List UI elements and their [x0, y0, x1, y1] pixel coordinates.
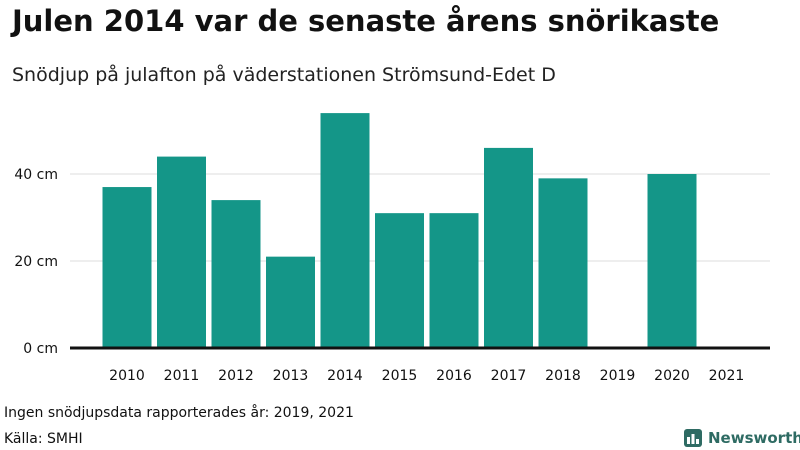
bar [538, 178, 588, 348]
brand-name: Newsworthy [708, 429, 800, 447]
x-tick-label: 2020 [654, 368, 690, 384]
bar [429, 213, 479, 348]
x-tick-label: 2010 [109, 368, 145, 384]
bar [157, 156, 206, 348]
chart-title: Julen 2014 var de senaste årens snörikas… [12, 4, 720, 38]
y-tick-label: 0 cm [23, 341, 58, 357]
x-tick-label: 2011 [164, 368, 200, 384]
x-tick-label: 2016 [436, 368, 472, 384]
y-tick-label: 20 cm [14, 254, 58, 270]
bar [102, 187, 152, 348]
brand-logo: Newsworthy [684, 429, 800, 447]
bar [375, 213, 424, 348]
bar [647, 174, 697, 348]
x-tick-label: 2018 [545, 368, 581, 384]
x-tick-label: 2021 [709, 368, 745, 384]
newsworthy-icon [684, 429, 702, 447]
x-tick-label: 2017 [491, 368, 527, 384]
x-tick-label: 2019 [600, 368, 636, 384]
x-tick-label: 2015 [382, 368, 418, 384]
bar [211, 200, 261, 348]
source-note: Källa: SMHI [4, 431, 83, 447]
bar [320, 113, 370, 348]
bar [484, 147, 533, 348]
footnote: Ingen snödjupsdata rapporterades år: 201… [4, 405, 354, 421]
bar [266, 256, 315, 348]
chart-subtitle: Snödjup på julafton på väderstationen St… [12, 64, 556, 86]
x-tick-label: 2014 [327, 368, 363, 384]
x-tick-label: 2013 [273, 368, 309, 384]
y-tick-label: 40 cm [14, 167, 58, 183]
x-tick-label: 2012 [218, 368, 254, 384]
